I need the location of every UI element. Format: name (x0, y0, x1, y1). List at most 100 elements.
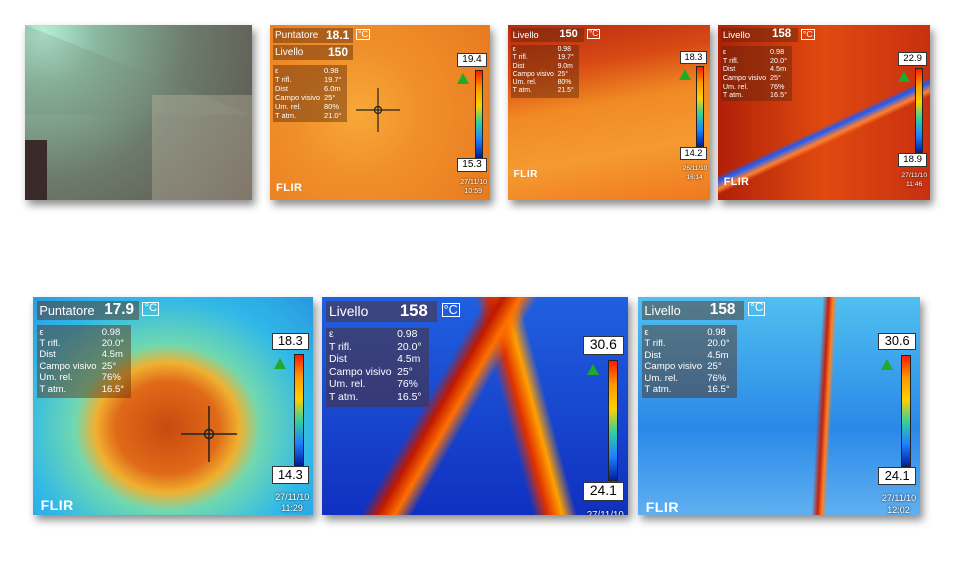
param-label: Um. rel. (275, 102, 302, 111)
param-value: 4.5m (770, 64, 787, 74)
header-label: Livello (512, 29, 539, 40)
scale-min: 15.3 (457, 158, 487, 172)
header-unit: °C (142, 302, 160, 316)
thermal-image: Puntatore 18.1 °C Livello 150 ε 0.98 T rifl. 19.… (270, 25, 490, 200)
scale-max: 30.6 (582, 335, 624, 355)
color-scale (696, 66, 704, 148)
param-label: ε (328, 329, 334, 341)
param-value: 19.7° (557, 54, 574, 62)
level-marker (457, 73, 469, 84)
param-value: 4.5m (101, 349, 123, 361)
param-label: Dist (328, 354, 347, 366)
param-label: ε (722, 47, 727, 57)
header-value: 158 (399, 300, 428, 320)
param-value: 20.0° (101, 338, 125, 349)
param-label: Um. rel. (512, 79, 537, 87)
param-label: T atm. (328, 391, 359, 403)
param-label: T atm. (39, 383, 67, 395)
crosshair (180, 406, 237, 463)
header-label: Livello (328, 303, 369, 320)
param-value: 76% (707, 372, 727, 384)
scale-max: 18.3 (679, 50, 708, 64)
param-label: ε (644, 326, 649, 338)
scale-min: 14.2 (679, 147, 708, 161)
header-value: 158 (771, 27, 792, 40)
param-value: 80% (324, 102, 340, 111)
scale-max: 30.6 (878, 332, 917, 351)
param-value: 21.0° (324, 111, 342, 120)
header2-box (273, 45, 353, 60)
logo: FLIR (40, 497, 74, 514)
scale-min: 24.1 (582, 481, 624, 501)
param-value: 0.98 (397, 329, 418, 341)
level-marker (678, 69, 691, 81)
param-label: Campo visivo (275, 93, 321, 102)
header-label: Livello (722, 29, 751, 41)
color-scale (475, 70, 483, 158)
date: 27/11/10 (275, 492, 310, 502)
param-value: 20.0° (397, 341, 422, 353)
level-marker (881, 358, 894, 370)
param-label: Campo visivo (39, 360, 97, 372)
thermal-image: Puntatore 17.9 °C ε 0.98 T rifl. 20.0° Dist 4.5m… (33, 297, 313, 515)
param-label: Um. rel. (722, 81, 749, 91)
param-value: 4.5m (397, 354, 421, 366)
date: 27/11/10 (881, 493, 917, 504)
header-unit: °C (586, 28, 601, 39)
thermal-image: Livello 158 °C ε 0.98 T rifl. 20.0° Dist 4.5m Cam… (638, 297, 920, 515)
params-box (510, 45, 579, 98)
time: 11:46 (905, 181, 923, 189)
param-label: Dist (644, 349, 661, 361)
logo: FLIR (645, 498, 679, 515)
level-marker (274, 358, 287, 370)
color-scale (607, 359, 619, 482)
time: 12:02 (887, 504, 910, 515)
header-value: 17.9 (104, 301, 134, 319)
header-label: Puntatore (275, 30, 319, 41)
param-label: T atm. (722, 90, 744, 100)
param-value: 76% (770, 81, 785, 91)
scale-min: 18.9 (898, 153, 928, 167)
params-box (720, 46, 793, 102)
param-value: 16.5° (397, 391, 422, 403)
param-label: ε (275, 66, 279, 75)
date: 27/11/10 (587, 511, 624, 515)
header-unit: °C (356, 29, 371, 40)
header-box (720, 27, 798, 43)
param-value: 16.5° (770, 90, 787, 100)
logo: FLIR (276, 182, 303, 194)
param-label: T rifl. (39, 338, 61, 349)
date: 27/11/10 (460, 179, 487, 186)
param-value: 20.0° (770, 55, 787, 65)
param-label: Dist (275, 84, 288, 93)
wall (152, 95, 252, 200)
time: 10:59 (464, 188, 482, 195)
param-value: 76% (397, 379, 418, 391)
date: 27/11/10 (901, 172, 928, 180)
color-scale (294, 354, 305, 466)
param-label: Um. rel. (644, 372, 679, 384)
logo: FLIR (513, 169, 538, 181)
param-value: 25° (101, 360, 117, 372)
header2-value: 150 (328, 45, 349, 59)
crosshair-icon (180, 406, 237, 463)
param-label: Um. rel. (39, 372, 73, 384)
header-value: 150 (559, 27, 578, 40)
scale-max: 22.9 (898, 51, 928, 66)
header-value: 18.1 (326, 28, 350, 42)
param-label: T rifl. (328, 341, 352, 353)
param-label: T atm. (275, 111, 297, 120)
param-label: Dist (512, 62, 525, 70)
param-value: 25° (324, 93, 336, 102)
header-unit: °C (748, 302, 766, 316)
header-label: Puntatore (39, 302, 95, 318)
param-value: 9.0m (557, 62, 573, 70)
thermal-image: Livello 150 °C ε 0.98 T rifl. 19.7° Dist 9.0m Cam… (508, 25, 710, 200)
params-box (326, 327, 430, 407)
thermal-image: Livello 158 °C ε 0.98 T rifl. 20.0° Dist 4.5m Cam… (322, 297, 628, 515)
param-label: T rifl. (275, 75, 292, 84)
param-label: T rifl. (644, 338, 666, 350)
param-value: 4.5m (707, 349, 729, 361)
param-value: 6.0m (324, 84, 341, 93)
param-value: 0.98 (707, 326, 726, 338)
